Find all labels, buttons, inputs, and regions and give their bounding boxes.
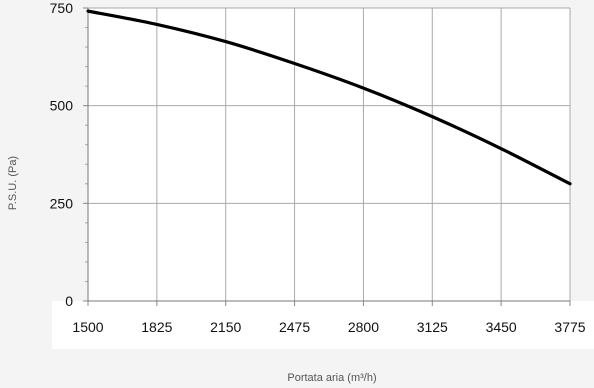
plot-background bbox=[88, 8, 570, 301]
y-tick-label: 250 bbox=[50, 195, 74, 211]
x-tick-label: 1500 bbox=[72, 319, 103, 335]
axes bbox=[83, 7, 571, 306]
x-tick-label: 3450 bbox=[486, 319, 517, 335]
series-layer bbox=[86, 9, 572, 186]
grid-lines bbox=[88, 7, 571, 301]
series-line bbox=[86, 9, 572, 186]
x-tick-label: 2800 bbox=[348, 319, 379, 335]
x-tick-label: 2150 bbox=[210, 319, 241, 335]
x-axis-label-band bbox=[52, 301, 594, 349]
x-tick-label: 1825 bbox=[141, 319, 172, 335]
x-tick-label: 3125 bbox=[417, 319, 448, 335]
y-tick-label: 0 bbox=[65, 293, 73, 309]
x-axis-title: Portata aria (m³/h) bbox=[287, 372, 376, 384]
y-tick-label: 500 bbox=[50, 98, 74, 114]
tick-labels: 1500 1825 2150 2475 2800 3125 3450 3775 0 250 500 7… bbox=[50, 0, 586, 335]
y-axis-title: P.S.U. (Pa) bbox=[7, 156, 19, 210]
y-tick-label: 750 bbox=[50, 0, 74, 16]
x-tick-label: 3775 bbox=[554, 319, 585, 335]
x-tick-label: 2475 bbox=[279, 319, 310, 335]
